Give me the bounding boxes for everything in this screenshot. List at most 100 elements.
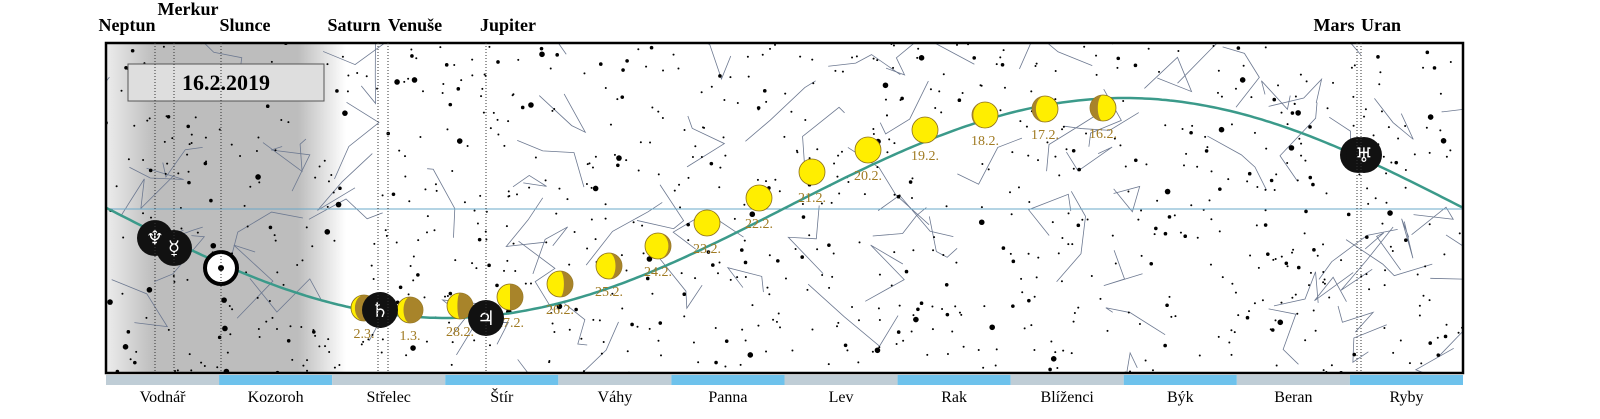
star bbox=[791, 349, 794, 352]
star bbox=[834, 69, 837, 72]
star bbox=[757, 324, 760, 327]
moon-date: 17.2. bbox=[1031, 128, 1059, 143]
star bbox=[723, 99, 726, 102]
star bbox=[1050, 340, 1053, 343]
star bbox=[1422, 294, 1425, 297]
star bbox=[660, 354, 663, 357]
star bbox=[876, 166, 879, 169]
star bbox=[1000, 62, 1005, 67]
star bbox=[1428, 151, 1431, 154]
star bbox=[1030, 324, 1033, 327]
star bbox=[743, 203, 746, 206]
star bbox=[902, 339, 905, 342]
star bbox=[1399, 339, 1402, 342]
star bbox=[686, 222, 690, 227]
star bbox=[1021, 291, 1024, 294]
star bbox=[841, 70, 844, 73]
star bbox=[801, 202, 804, 205]
star bbox=[790, 110, 793, 113]
star bbox=[1054, 155, 1057, 158]
constellation-line bbox=[532, 226, 568, 274]
star bbox=[649, 45, 654, 50]
star bbox=[221, 297, 227, 303]
star bbox=[528, 102, 534, 108]
star bbox=[142, 212, 145, 215]
constellation-line bbox=[1414, 347, 1454, 373]
star bbox=[1443, 334, 1448, 339]
constellation-line bbox=[1177, 43, 1261, 84]
star bbox=[1257, 266, 1260, 269]
star bbox=[403, 80, 406, 83]
star bbox=[1028, 200, 1031, 203]
star bbox=[1445, 323, 1448, 326]
star bbox=[312, 330, 316, 334]
star bbox=[172, 275, 175, 278]
constellation-line bbox=[1314, 272, 1354, 302]
star bbox=[673, 189, 676, 192]
constellation-label: Ryby bbox=[1389, 389, 1423, 406]
star bbox=[190, 133, 193, 136]
constellation-line bbox=[705, 43, 732, 81]
star bbox=[620, 95, 625, 99]
star bbox=[749, 211, 756, 218]
star bbox=[1095, 54, 1098, 57]
constellation-line bbox=[957, 137, 1023, 185]
constellation-line bbox=[1019, 43, 1093, 70]
star bbox=[200, 361, 203, 364]
star bbox=[203, 161, 208, 166]
star bbox=[1449, 61, 1452, 64]
constellation-label: Panna bbox=[708, 389, 747, 406]
star bbox=[1033, 349, 1036, 352]
star bbox=[1034, 64, 1037, 67]
star bbox=[209, 198, 213, 203]
star bbox=[811, 328, 814, 331]
star bbox=[1261, 299, 1264, 302]
constellation-line bbox=[726, 267, 764, 293]
star bbox=[166, 114, 171, 119]
star bbox=[1322, 281, 1325, 284]
star bbox=[479, 194, 482, 197]
star bbox=[1294, 95, 1297, 98]
star bbox=[1255, 224, 1258, 227]
overlay: 16.2. 17.2. 18.2. 19.2. 20.2. 21.2. 22.2. 23.2.… bbox=[137, 94, 1382, 344]
moon-date: 26.2. bbox=[546, 303, 574, 318]
star bbox=[188, 353, 191, 356]
star bbox=[1217, 69, 1220, 72]
star bbox=[625, 159, 628, 162]
star bbox=[133, 124, 136, 127]
moon bbox=[911, 116, 939, 144]
constellation-line bbox=[1318, 228, 1398, 280]
star bbox=[1212, 44, 1215, 47]
star bbox=[177, 172, 180, 175]
star bbox=[1296, 265, 1301, 270]
star bbox=[346, 90, 349, 93]
star bbox=[918, 55, 925, 61]
star bbox=[1050, 356, 1057, 362]
star bbox=[555, 212, 558, 215]
star bbox=[1001, 246, 1006, 250]
star bbox=[507, 190, 510, 193]
star bbox=[896, 330, 901, 334]
star bbox=[1190, 204, 1193, 207]
star bbox=[1210, 218, 1213, 221]
constellation-label: Blíženci bbox=[1041, 389, 1095, 406]
star bbox=[1242, 64, 1245, 67]
star bbox=[1250, 96, 1253, 99]
star bbox=[441, 91, 444, 94]
star bbox=[1236, 46, 1241, 50]
star bbox=[1308, 125, 1312, 129]
star bbox=[677, 67, 680, 70]
star bbox=[651, 292, 654, 295]
star bbox=[512, 242, 515, 245]
star bbox=[1288, 145, 1295, 151]
star bbox=[702, 126, 705, 129]
star bbox=[1206, 146, 1209, 149]
star bbox=[1300, 154, 1303, 157]
star bbox=[836, 175, 839, 178]
star bbox=[398, 149, 401, 152]
star bbox=[1322, 270, 1325, 273]
star bbox=[473, 209, 476, 212]
star bbox=[381, 194, 384, 197]
star bbox=[743, 260, 748, 265]
star bbox=[544, 179, 547, 182]
